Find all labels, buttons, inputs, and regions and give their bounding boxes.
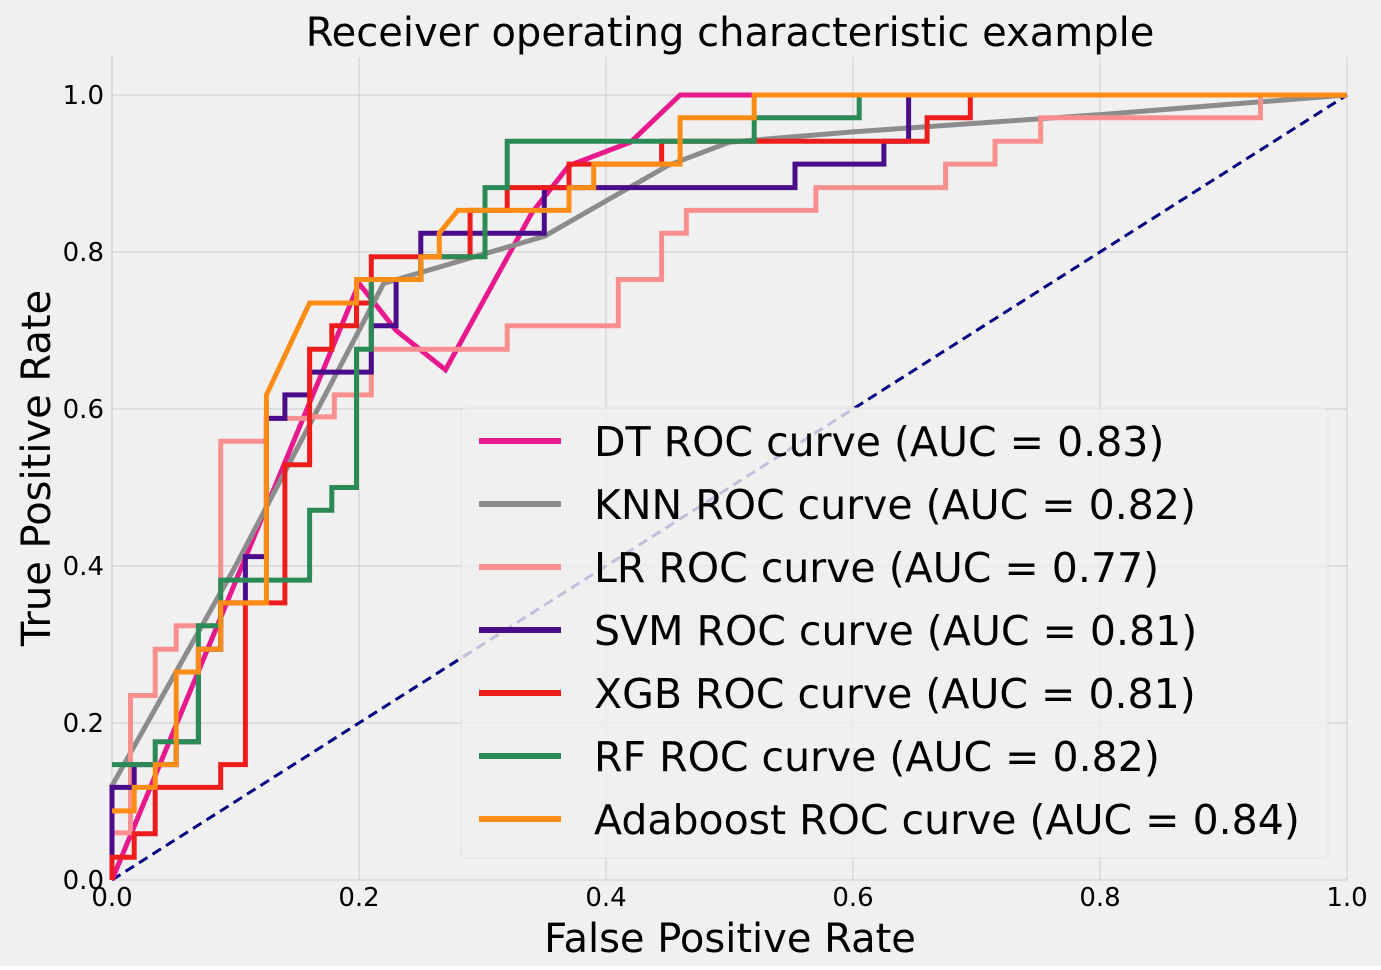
x-tick-label: 0.8 bbox=[1079, 883, 1120, 913]
x-tick-label: 0.6 bbox=[832, 883, 873, 913]
series-line-rf bbox=[112, 92, 1347, 768]
legend-label-xgb: XGB ROC curve (AUC = 0.81) bbox=[594, 670, 1196, 718]
y-tick-label: 0.2 bbox=[63, 709, 104, 739]
y-tick-label: 0.4 bbox=[63, 552, 104, 582]
y-tick-label: 0.6 bbox=[63, 395, 104, 425]
chart-title: Receiver operating characteristic exampl… bbox=[306, 10, 1155, 56]
legend-label-rf: RF ROC curve (AUC = 0.82) bbox=[594, 733, 1160, 781]
y-tick-label: 0.8 bbox=[63, 238, 104, 268]
legend-label-knn: KNN ROC curve (AUC = 0.82) bbox=[594, 481, 1196, 529]
legend-label-lr: LR ROC curve (AUC = 0.77) bbox=[594, 544, 1159, 592]
legend-label-dt: DT ROC curve (AUC = 0.83) bbox=[594, 418, 1164, 466]
y-tick-label: 1.0 bbox=[63, 81, 104, 111]
x-tick-label: 0.0 bbox=[91, 883, 132, 913]
legend-label-adaboost: Adaboost ROC curve (AUC = 0.84) bbox=[594, 796, 1300, 844]
x-tick-labels: 0.0 0.2 0.4 0.6 0.8 1.0 bbox=[91, 883, 1367, 913]
series-layer bbox=[109, 92, 1348, 881]
legend-items: DT ROC curve (AUC = 0.83) KNN ROC curve (… bbox=[479, 418, 1300, 844]
x-tick-label: 0.4 bbox=[585, 883, 626, 913]
series-line-adaboost bbox=[112, 92, 1347, 814]
baseline-layer bbox=[111, 93, 1348, 882]
baseline-diagonal bbox=[111, 93, 1348, 882]
x-tick-label: 1.0 bbox=[1326, 883, 1367, 913]
series-line-lr bbox=[112, 92, 1347, 836]
legend-box bbox=[460, 407, 1329, 859]
x-tick-label: 0.2 bbox=[338, 883, 379, 913]
y-tick-label: 0.0 bbox=[63, 866, 104, 896]
legend-label-svm: SVM ROC curve (AUC = 0.81) bbox=[594, 607, 1197, 655]
y-tick-labels: 0.0 0.2 0.4 0.6 0.8 1.0 bbox=[63, 81, 104, 896]
legend: DT ROC curve (AUC = 0.83) KNN ROC curve (… bbox=[460, 407, 1329, 859]
x-axis-label: False Positive Rate bbox=[544, 916, 916, 962]
y-axis-label: True Positive Rate bbox=[14, 290, 60, 647]
